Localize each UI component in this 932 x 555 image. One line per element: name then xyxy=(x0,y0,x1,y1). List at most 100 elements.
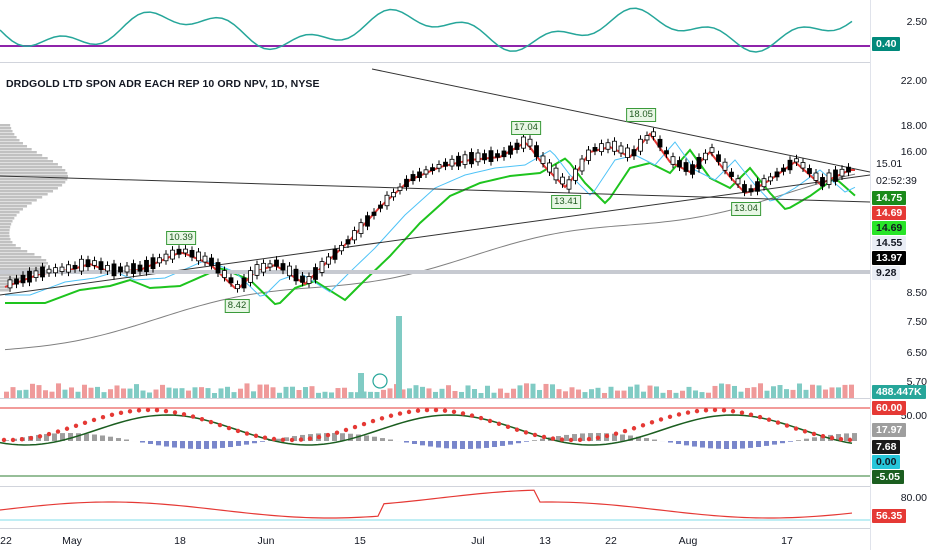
candle-body xyxy=(359,223,363,234)
candle-body xyxy=(808,168,812,173)
osc-histogram-bar xyxy=(524,441,529,442)
candle-body xyxy=(177,249,181,254)
candle-body xyxy=(736,179,740,184)
volume-bar xyxy=(719,384,724,398)
candle-body xyxy=(658,139,662,147)
candle-body xyxy=(392,192,396,196)
volume-bar xyxy=(563,391,568,398)
candle-body xyxy=(470,152,474,163)
candle-body xyxy=(86,260,90,267)
osc-dot xyxy=(452,410,456,414)
candle-body xyxy=(216,263,220,274)
volume-bar xyxy=(108,389,113,398)
candle-body xyxy=(502,151,506,157)
volume-bar xyxy=(219,388,224,398)
volume-bar xyxy=(524,383,529,398)
volume-bar xyxy=(30,384,35,398)
candle-body xyxy=(158,258,162,263)
volume-profile-bar xyxy=(0,247,21,250)
osc-dot xyxy=(533,433,537,437)
volume-profile-bar xyxy=(0,289,9,292)
osc-tag: 0.00 xyxy=(872,455,900,469)
dividend-marker xyxy=(373,374,387,388)
candle-body xyxy=(710,148,714,153)
candle-body xyxy=(730,172,734,176)
volume-profile-bar xyxy=(0,166,62,169)
osc-histogram-bar xyxy=(156,441,161,445)
volume-profile-bar xyxy=(0,148,32,151)
pane-divider-osc[interactable] xyxy=(0,486,932,487)
candle-body xyxy=(548,163,552,172)
rsi-value-tag: 56.35 xyxy=(872,509,906,523)
volume-bar xyxy=(635,385,640,398)
osc-dot xyxy=(362,422,366,426)
candle-body xyxy=(424,170,428,174)
osc-dot xyxy=(299,437,303,441)
candle-body xyxy=(645,136,649,140)
osc-histogram-bar xyxy=(220,441,225,448)
candle-body xyxy=(151,258,155,269)
pane-divider-volume[interactable] xyxy=(0,398,932,399)
volume-profile-bar xyxy=(0,145,27,148)
candle-body xyxy=(333,249,337,259)
osc-dot xyxy=(11,438,15,442)
candle-body xyxy=(268,264,272,267)
pane-divider-top[interactable] xyxy=(0,62,932,63)
candle-body xyxy=(249,271,253,283)
osc-histogram-bar xyxy=(620,435,625,441)
axis-tick: 6.50 xyxy=(907,347,927,359)
volume-bar xyxy=(778,385,783,398)
candle-body xyxy=(606,143,610,150)
volume-bar xyxy=(17,390,22,398)
volume-profile-bar xyxy=(0,259,46,262)
osc-dot xyxy=(38,434,42,438)
candle-body xyxy=(554,168,558,180)
osc-dot xyxy=(425,408,429,412)
osc-histogram-bar xyxy=(748,441,753,448)
candle-body xyxy=(619,146,623,153)
volume-profile-bar xyxy=(0,226,10,229)
osc-histogram-bar xyxy=(476,441,481,449)
volume-profile-bar xyxy=(0,124,10,127)
price-callout: 18.05 xyxy=(626,108,656,122)
pane-divider-rsi[interactable] xyxy=(0,528,932,529)
candle-body xyxy=(138,265,142,271)
osc-dot xyxy=(713,408,717,412)
candle-body xyxy=(327,257,331,264)
candle-body xyxy=(60,267,64,271)
candle-body xyxy=(684,163,688,172)
osc-dot xyxy=(209,420,213,424)
candle-body xyxy=(106,265,110,271)
osc-histogram-bar xyxy=(52,433,57,441)
volume-profile-bar xyxy=(0,196,42,199)
volume-profile-bar xyxy=(0,190,53,193)
volume-bar xyxy=(336,388,341,398)
candle-body xyxy=(203,256,207,262)
osc-dot xyxy=(137,408,141,412)
volume-profile-bar xyxy=(0,172,67,175)
osc-histogram-bar xyxy=(108,437,113,441)
volume-bar xyxy=(121,389,126,398)
osc-dot xyxy=(371,419,375,423)
osc-dot xyxy=(119,411,123,415)
candle-body xyxy=(405,179,409,186)
osc-dot xyxy=(776,420,780,424)
candle-body xyxy=(197,252,201,261)
osc-histogram-bar xyxy=(812,437,817,441)
candle-body xyxy=(385,195,389,205)
volume-bar xyxy=(154,390,159,398)
osc-dot xyxy=(731,409,735,413)
osc-histogram-bar xyxy=(252,441,257,443)
candle-body xyxy=(749,189,753,192)
volume-profile-bar xyxy=(0,163,58,166)
volume-profile-bar xyxy=(0,187,58,190)
volume-bar xyxy=(557,389,562,398)
volume-bar xyxy=(199,387,204,398)
candle-body xyxy=(281,264,285,271)
candle-body xyxy=(593,147,597,151)
osc-dot xyxy=(767,418,771,422)
candle-body xyxy=(795,159,799,162)
volume-profile-bar xyxy=(0,181,65,184)
osc-histogram-bar xyxy=(236,441,241,446)
volume-bar xyxy=(537,390,542,398)
